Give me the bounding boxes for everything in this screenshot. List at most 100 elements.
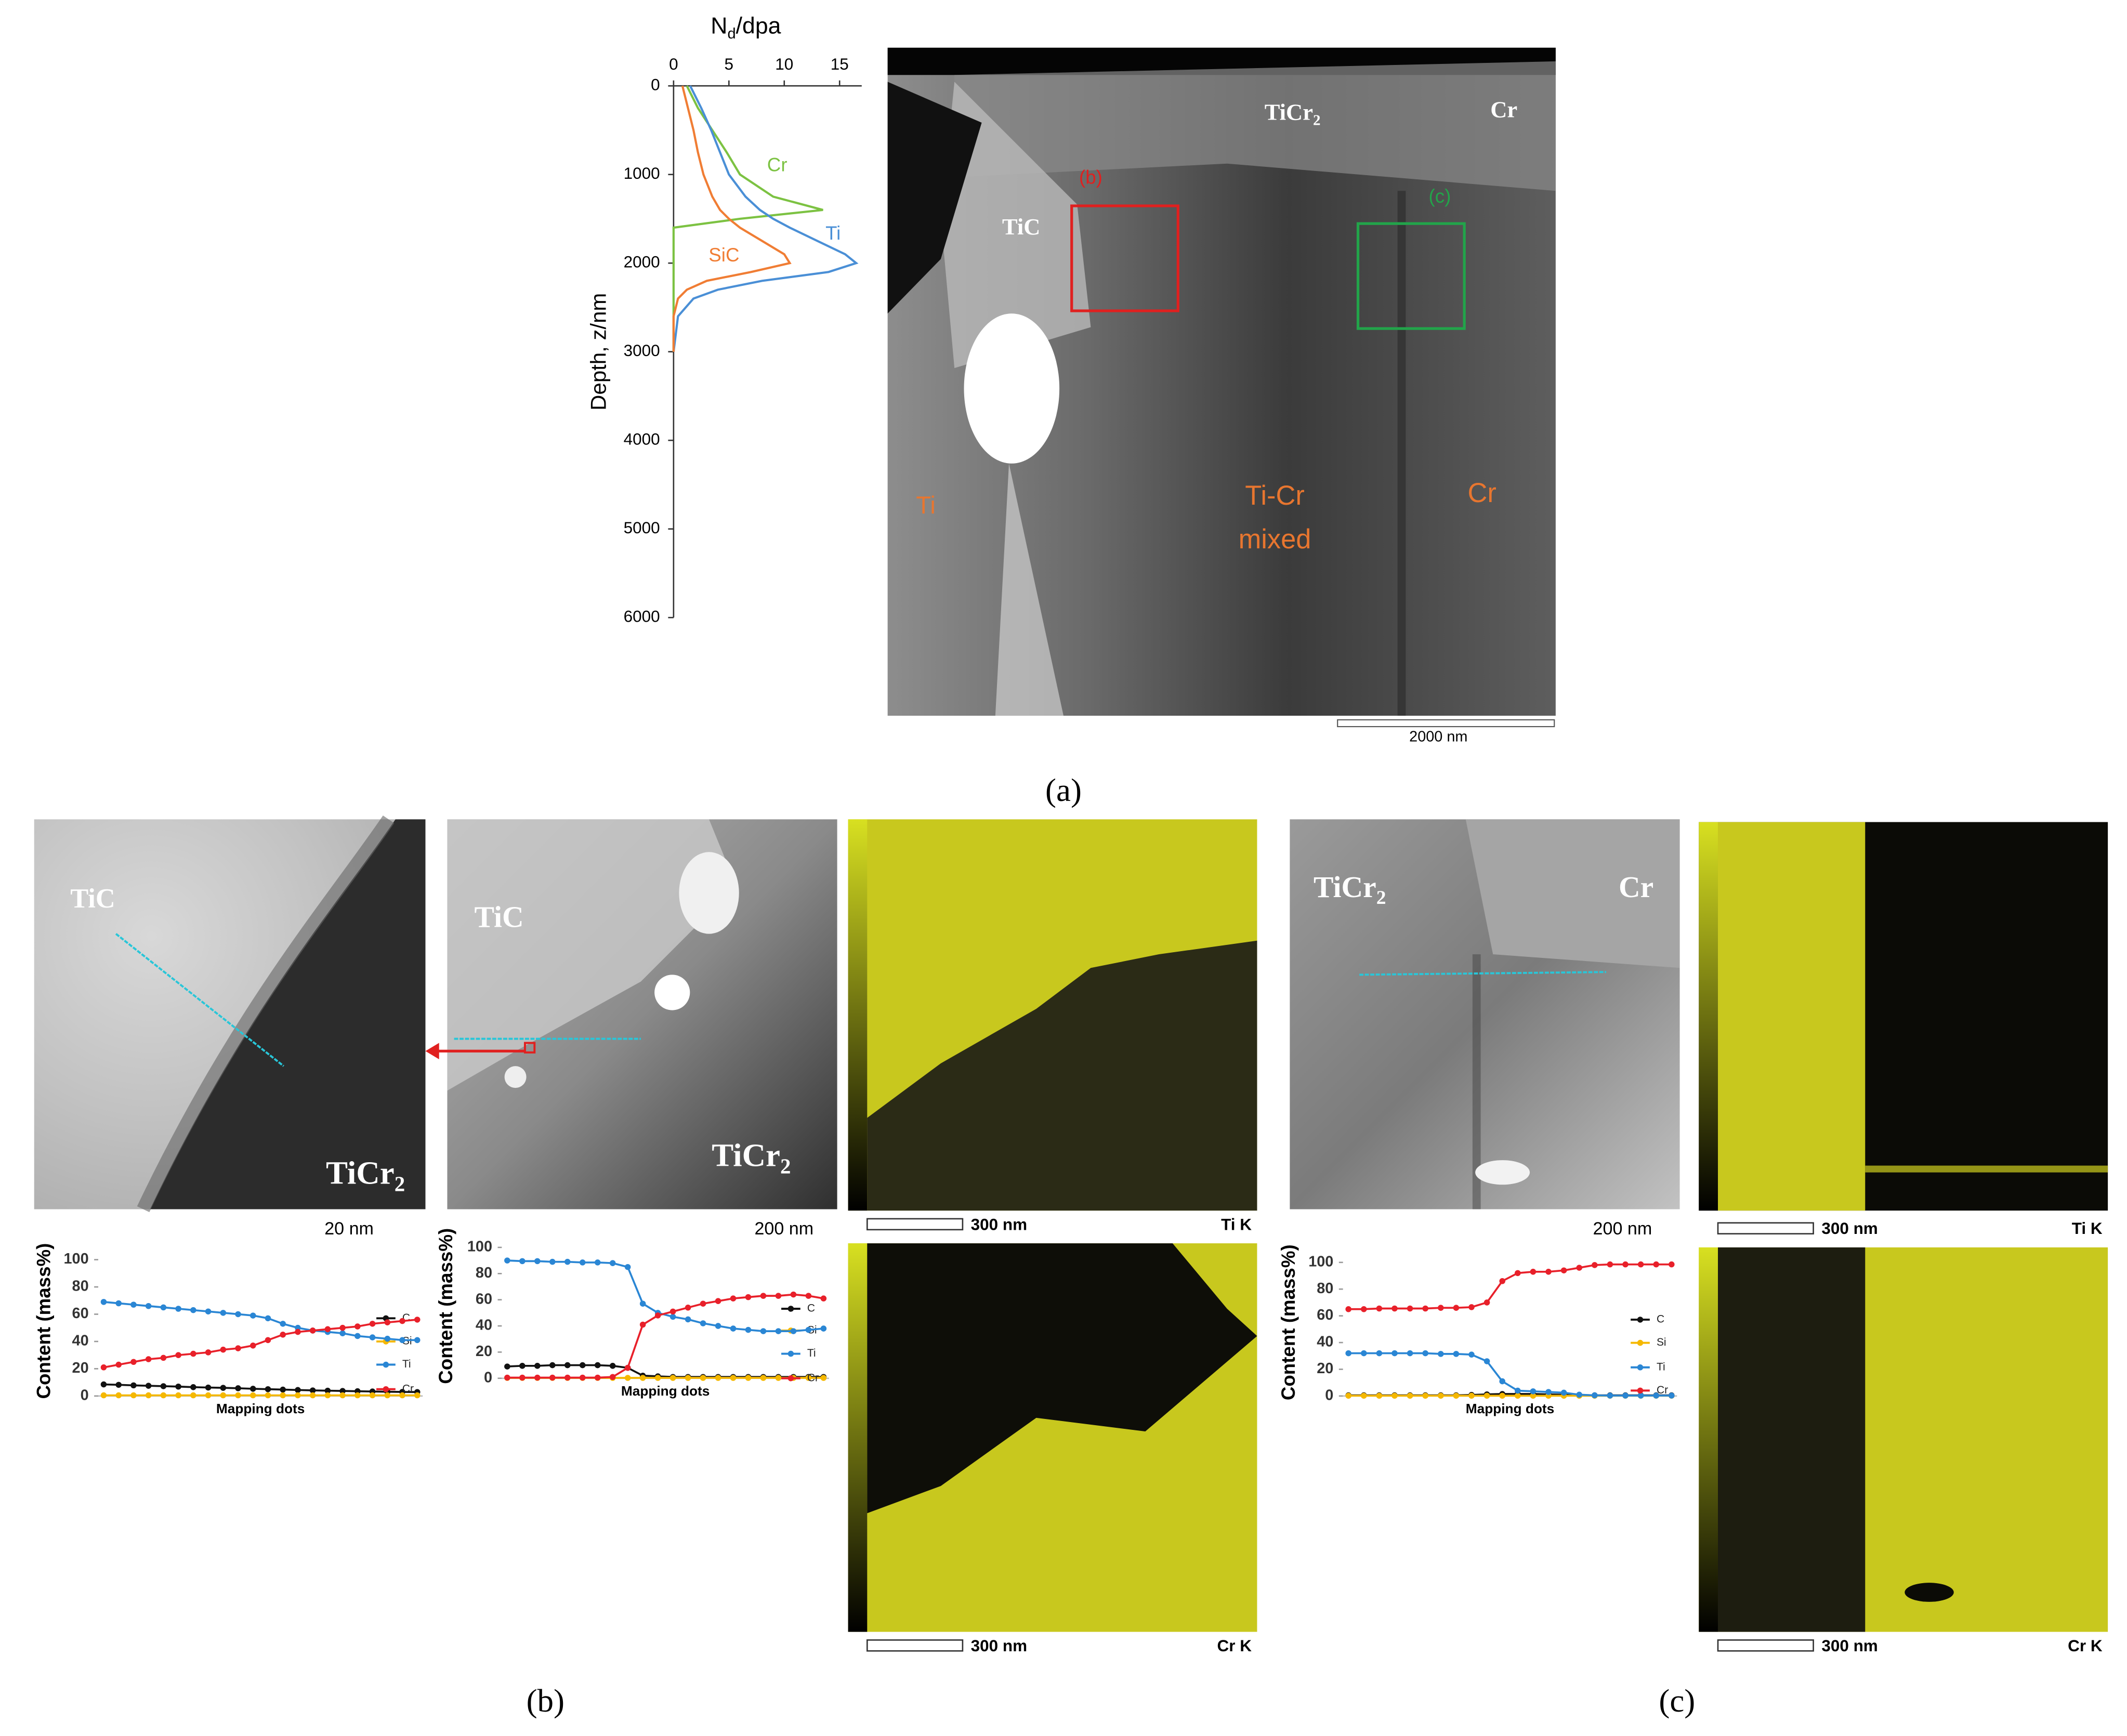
data-point (1468, 1351, 1475, 1358)
data-point (250, 1312, 256, 1319)
tick-label: 80 (72, 1278, 89, 1295)
data-point (339, 1388, 346, 1394)
image-label: TiCr2 (1314, 871, 1386, 909)
tick-label: 80 (476, 1265, 492, 1281)
data-point (205, 1384, 212, 1391)
data-point (190, 1307, 196, 1313)
data-point (250, 1386, 256, 1392)
data-point (504, 1257, 510, 1264)
axis-title: Mapping dots (216, 1401, 305, 1416)
data-point (639, 1321, 646, 1328)
data-point (715, 1298, 721, 1304)
data-point (100, 1299, 107, 1305)
scale-bar-label: 20 nm (324, 1219, 374, 1239)
tick-label: 100 (64, 1251, 89, 1267)
data-point (265, 1337, 271, 1344)
data-point (160, 1354, 167, 1361)
legend-label: Ti (402, 1358, 411, 1370)
tick-label: 20 (476, 1343, 492, 1360)
series-label: Ti (825, 222, 841, 244)
image-label-main: TiCr (1314, 871, 1376, 904)
tick-label: 60 (1317, 1307, 1333, 1323)
profile-line (672, 85, 823, 352)
data-point (775, 1375, 782, 1381)
scale-bar-label: 200 nm (754, 1219, 813, 1239)
legend-label: Cr (402, 1383, 414, 1395)
axis-title: Mapping dots (621, 1383, 710, 1399)
scale-bar-label: 300 nm (1821, 1219, 1877, 1238)
data-point (369, 1392, 376, 1399)
tick-label: 100 (1308, 1253, 1333, 1270)
profile-line (672, 85, 792, 352)
data-point (534, 1363, 541, 1369)
tick-label: 4000 (624, 430, 660, 449)
data-point (1345, 1306, 1351, 1312)
data-point (790, 1291, 797, 1298)
data-point (549, 1258, 556, 1265)
tick-label: 0 (81, 1387, 89, 1403)
data-point (324, 1392, 331, 1399)
tick-label: 40 (1317, 1334, 1333, 1350)
data-point (130, 1301, 137, 1308)
data-point (1422, 1305, 1428, 1312)
image-label: Ti-Cr (1245, 481, 1305, 511)
data-point (700, 1320, 706, 1326)
data-point (1545, 1389, 1552, 1395)
image-label-sub: 2 (1313, 112, 1320, 128)
data-point (1607, 1392, 1613, 1399)
data-point (1483, 1358, 1490, 1364)
axis-title-sub: d (728, 25, 736, 42)
data-point (1361, 1392, 1367, 1399)
legend-label: Ti (807, 1347, 816, 1359)
data-point (1622, 1261, 1629, 1268)
data-point (654, 1375, 661, 1381)
data-point (265, 1386, 271, 1392)
scale-bar-label: 300 nm (1821, 1637, 1877, 1655)
data-point (564, 1258, 571, 1265)
data-point (579, 1259, 586, 1266)
data-point (354, 1323, 361, 1330)
tick-label: 0 (1325, 1387, 1333, 1403)
tick-label: 3000 (624, 341, 660, 360)
data-point (115, 1300, 122, 1307)
data-point (205, 1349, 212, 1356)
image-label: (b) (1079, 166, 1102, 188)
data-point (760, 1375, 767, 1381)
data-point (130, 1392, 137, 1399)
data-point (1545, 1269, 1552, 1275)
panel-label: (b) (527, 1682, 564, 1719)
tick-label: 100 (467, 1239, 492, 1255)
data-point (715, 1375, 721, 1381)
data-point (760, 1293, 767, 1299)
tick-label: 0 (651, 76, 660, 94)
data-point (175, 1306, 181, 1312)
element-label: Ti K (2072, 1219, 2103, 1238)
image-label-main: TiCr (712, 1137, 780, 1174)
data-point (1560, 1389, 1567, 1396)
micrograph-b2 (447, 819, 837, 1209)
tick-label: 20 (72, 1360, 89, 1376)
data-point (685, 1375, 691, 1381)
data-point (1515, 1392, 1521, 1399)
data-point (145, 1383, 152, 1389)
data-point (1483, 1299, 1490, 1306)
data-point (1407, 1350, 1413, 1357)
data-point (1560, 1267, 1567, 1273)
data-point (130, 1382, 137, 1389)
data-point (1499, 1278, 1505, 1284)
data-point (624, 1375, 631, 1381)
data-point (1376, 1305, 1383, 1312)
panel-label: (a) (1045, 772, 1082, 808)
data-point (1422, 1350, 1428, 1357)
data-point (1576, 1391, 1582, 1398)
data-point (805, 1375, 812, 1381)
data-point (1376, 1392, 1383, 1399)
data-point (309, 1327, 316, 1334)
series-line (103, 1319, 417, 1369)
data-point (384, 1392, 391, 1399)
data-point (280, 1392, 286, 1399)
data-point (235, 1392, 241, 1399)
data-point (384, 1319, 391, 1325)
axis-title-main: N (711, 13, 727, 38)
